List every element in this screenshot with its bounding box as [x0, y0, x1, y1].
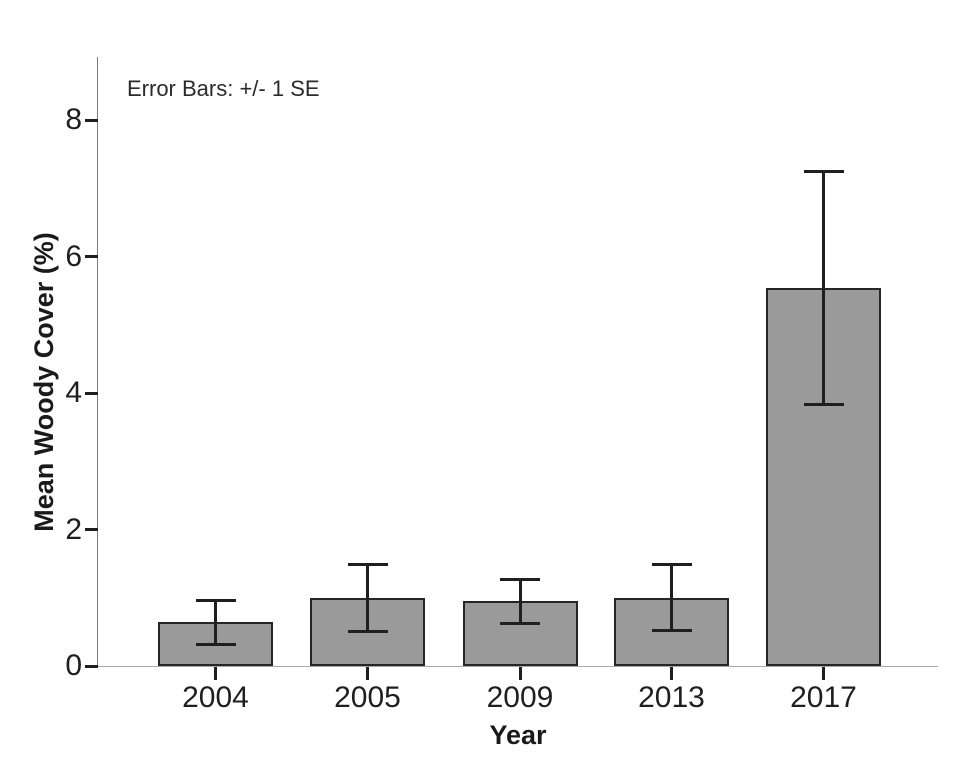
error-bar-cap-bottom [803, 403, 844, 407]
error-bar-cap-bottom [500, 621, 540, 625]
error-bar-cap-bottom [651, 629, 692, 633]
x-axis-baseline [97, 666, 938, 667]
x-tick-label: 2005 [334, 681, 401, 714]
error-bar-cap-top [347, 562, 388, 566]
error-bar-2004 [214, 599, 217, 645]
x-axis-title: Year [489, 720, 547, 750]
x-tick-mark [214, 667, 217, 680]
x-tick-label: 2013 [638, 681, 705, 714]
x-tick-mark [366, 667, 369, 680]
x-tick-mark [518, 667, 522, 680]
y-tick-mark [85, 118, 98, 122]
x-tick-label: 2017 [790, 681, 857, 714]
x-tick-label: 2009 [486, 681, 554, 714]
y-tick-mark [85, 664, 98, 668]
error-bars-note: Error Bars: +/- 1 SE [127, 76, 320, 101]
y-tick-label: 4 [65, 376, 82, 409]
x-tick-mark [822, 667, 825, 680]
y-tick-label: 6 [65, 239, 82, 273]
error-bar-cap-bottom [195, 642, 236, 646]
error-bar-2009 [518, 578, 522, 624]
error-bar-cap-top [195, 598, 236, 602]
y-axis-line [97, 57, 98, 666]
x-tick-label: 2004 [182, 681, 249, 714]
error-bar-cap-top [651, 563, 692, 567]
y-tick-label: 0 [65, 649, 82, 682]
error-bar-2013 [670, 564, 673, 632]
error-bar-2017 [822, 170, 825, 406]
error-bar-cap-bottom [347, 629, 388, 633]
error-bar-cap-top [803, 169, 844, 173]
error-bar-2005 [366, 563, 369, 632]
y-tick-mark [85, 528, 98, 531]
y-tick-label: 2 [65, 512, 82, 546]
x-tick-mark [670, 667, 673, 680]
y-tick-mark [85, 391, 98, 395]
error-bar-cap-top [500, 577, 540, 581]
y-tick-mark [85, 255, 98, 258]
y-tick-label: 8 [65, 103, 82, 136]
